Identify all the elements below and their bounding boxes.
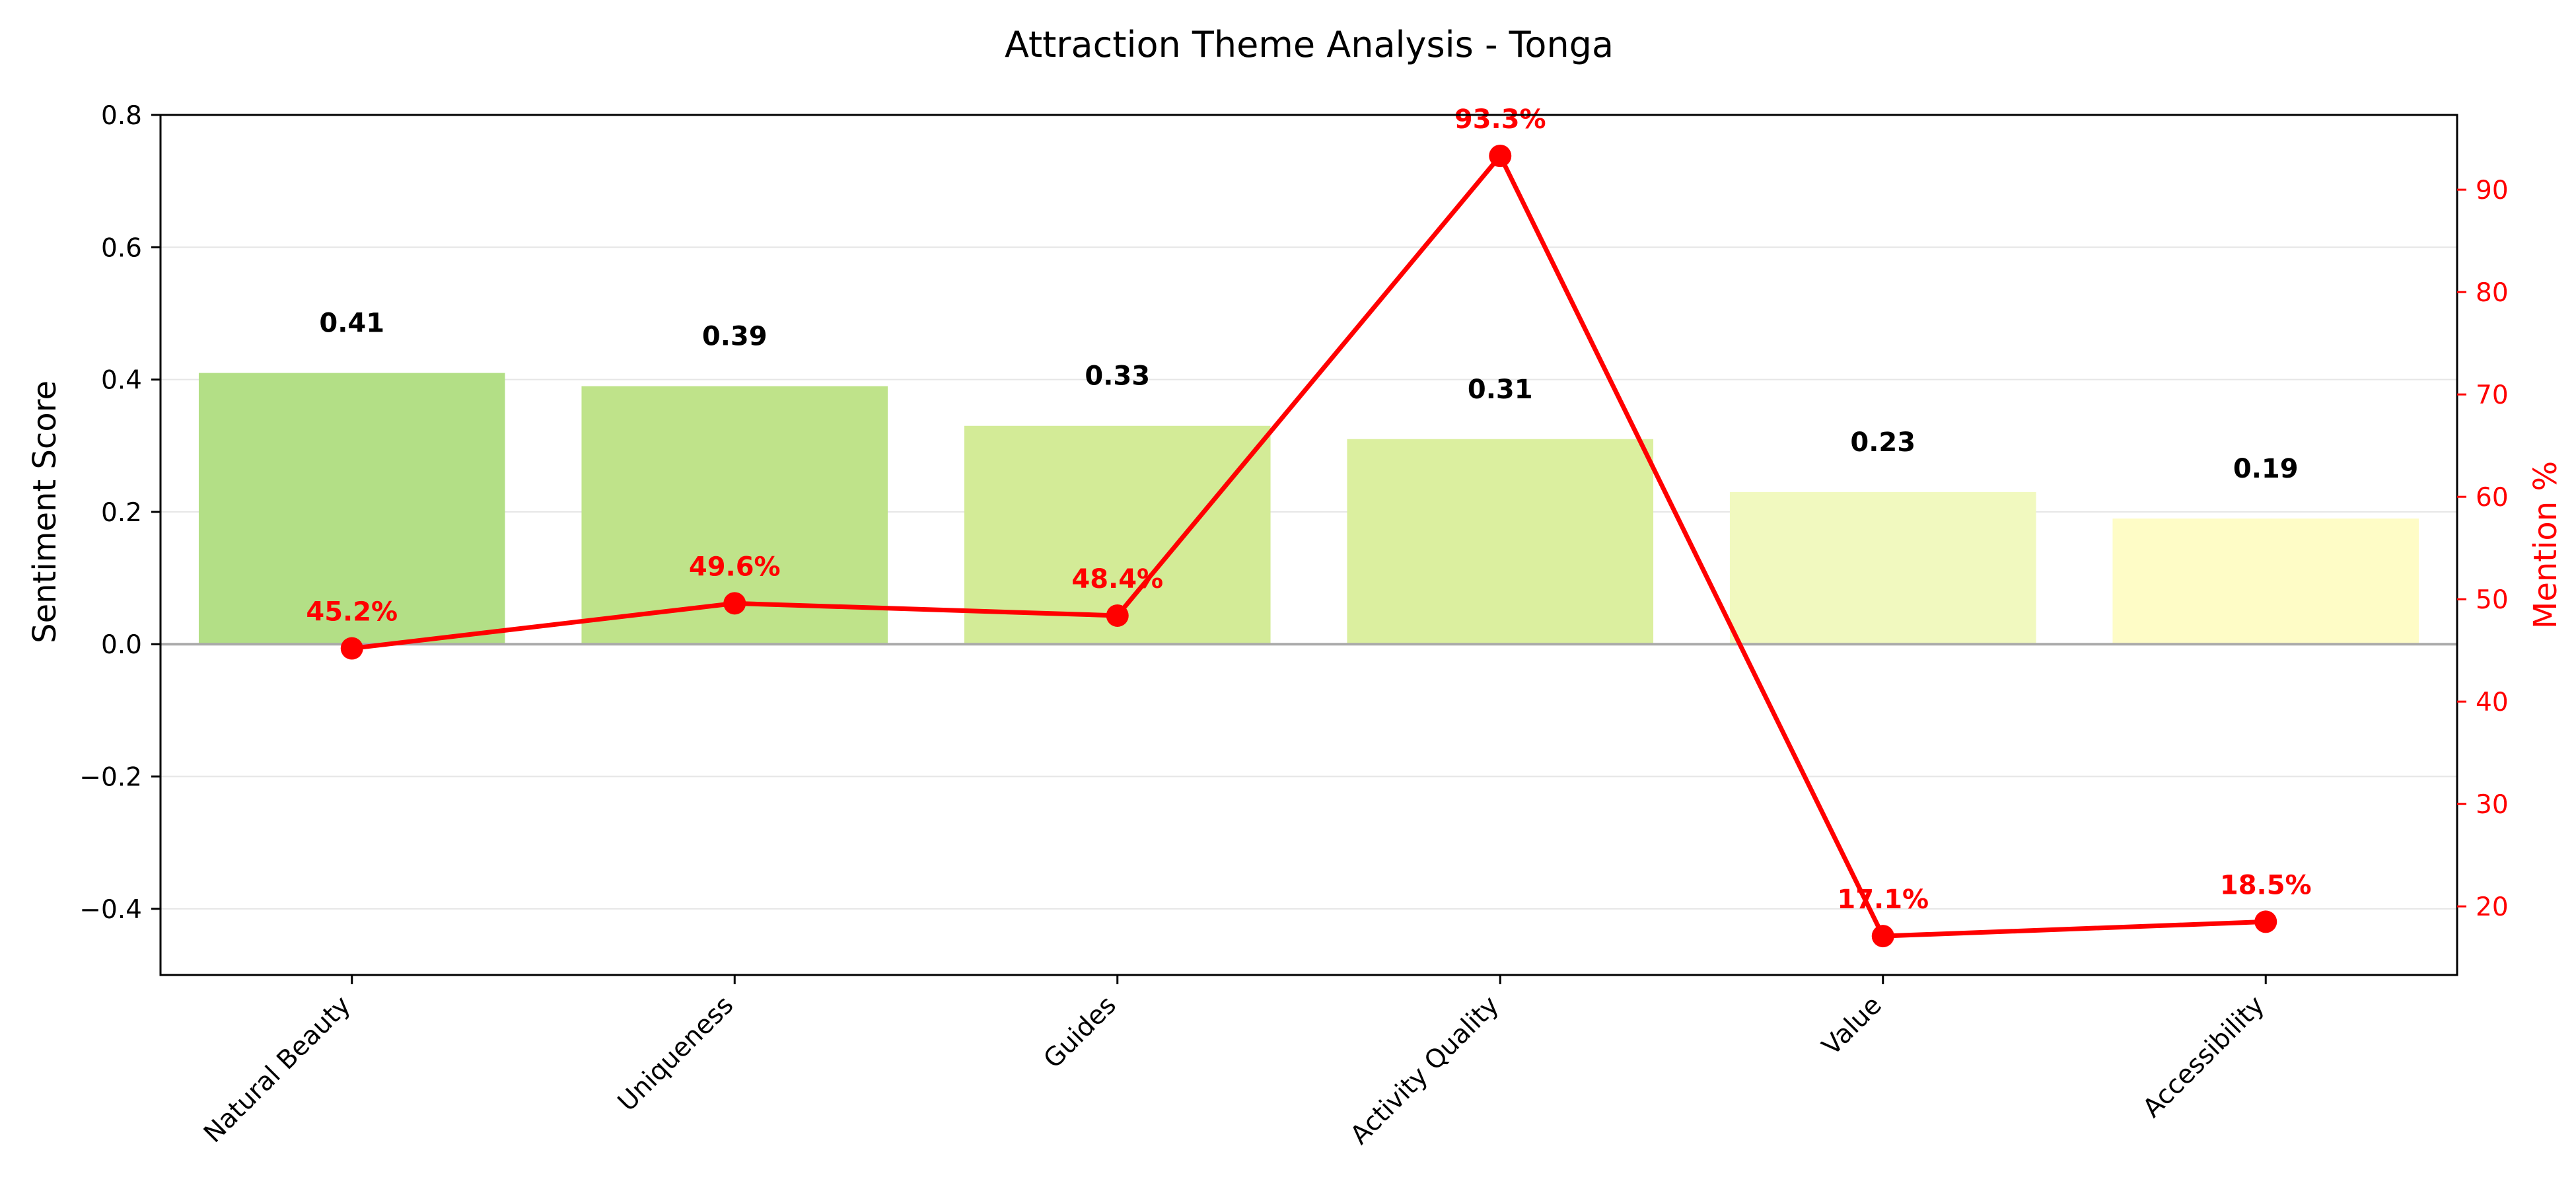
y-tick-label-5: 0.6 bbox=[101, 233, 142, 263]
bar-3 bbox=[1347, 439, 1654, 645]
y2-tick-label-1: 30 bbox=[2476, 790, 2509, 820]
bar-value-labels: 0.41 0.39 0.33 0.31 0.23 0.19 bbox=[319, 308, 2298, 484]
mention-point-2 bbox=[1106, 604, 1129, 627]
bar-value-label-2: 0.33 bbox=[1085, 361, 1150, 392]
x-tick-label-0: Natural Beauty bbox=[198, 990, 357, 1149]
x-tick-label-5: Accessibility bbox=[2137, 990, 2271, 1124]
y2-tick-label-6: 80 bbox=[2476, 278, 2509, 308]
bar-value-label-1: 0.39 bbox=[702, 322, 768, 352]
mention-point-5 bbox=[2254, 910, 2277, 933]
mention-point-0 bbox=[340, 637, 363, 660]
bar-value-label-3: 0.31 bbox=[1468, 375, 1533, 405]
x-tick-label-4: Value bbox=[1816, 990, 1888, 1062]
mention-label-5: 18.5% bbox=[2220, 870, 2312, 900]
y2-tick-label-7: 90 bbox=[2476, 176, 2509, 205]
y-tick-label-2: 0.0 bbox=[101, 630, 142, 660]
mention-point-1 bbox=[723, 592, 746, 615]
mention-label-1: 49.6% bbox=[689, 552, 781, 582]
y-tick-label-4: 0.4 bbox=[101, 366, 142, 396]
y2-tick-label-5: 70 bbox=[2476, 380, 2509, 410]
bar-5 bbox=[2112, 518, 2419, 645]
y2-tick-label-3: 50 bbox=[2476, 585, 2509, 615]
bar-0 bbox=[198, 373, 505, 645]
y-tick-label-0: −0.4 bbox=[79, 895, 142, 925]
y2-tick-label-4: 60 bbox=[2476, 483, 2509, 513]
x-axis: Natural Beauty Uniqueness Guides Activity Q… bbox=[198, 975, 2270, 1151]
y2-tick-label-2: 40 bbox=[2476, 688, 2509, 717]
mention-line-path bbox=[351, 153, 2266, 939]
x-tick-label-3: Activity Quality bbox=[1345, 990, 1505, 1150]
mention-label-4: 17.1% bbox=[1837, 884, 1929, 915]
x-tick-label-2: Guides bbox=[1038, 990, 1122, 1074]
y-tick-label-6: 0.8 bbox=[101, 101, 142, 131]
mention-label-2: 48.4% bbox=[1071, 564, 1163, 594]
y-axis-title: Sentiment Score bbox=[26, 380, 63, 643]
plot-frame bbox=[159, 114, 2458, 976]
mention-label-3: 93.3% bbox=[1454, 104, 1546, 135]
y-tick-label-3: 0.2 bbox=[101, 498, 142, 528]
mention-label-0: 45.2% bbox=[306, 597, 398, 628]
mention-line bbox=[340, 145, 2277, 948]
bar-4 bbox=[1729, 491, 2036, 645]
mention-point-4 bbox=[1871, 925, 1894, 948]
bar-value-label-5: 0.19 bbox=[2233, 454, 2299, 484]
y-tick-label-1: −0.2 bbox=[79, 763, 142, 793]
left-axis: −0.4 −0.2 0.0 0.2 0.4 0.6 0.8 bbox=[79, 101, 161, 925]
bar-value-label-0: 0.41 bbox=[319, 308, 384, 339]
bars bbox=[198, 373, 2419, 645]
bar-value-label-4: 0.23 bbox=[1850, 427, 1915, 458]
y2-axis-title: Mention % bbox=[2527, 461, 2564, 629]
x-tick-label-1: Uniqueness bbox=[612, 990, 739, 1117]
mention-point-3 bbox=[1489, 145, 1512, 167]
chart-title: Attraction Theme Analysis - Tonga bbox=[1005, 24, 1614, 65]
y2-tick-label-0: 20 bbox=[2476, 892, 2509, 922]
right-axis: 20 30 40 50 60 70 80 90 bbox=[2457, 176, 2509, 922]
mention-labels: 45.2% 49.6% 48.4% 93.3% 17.1% 18.5% bbox=[306, 104, 2311, 915]
